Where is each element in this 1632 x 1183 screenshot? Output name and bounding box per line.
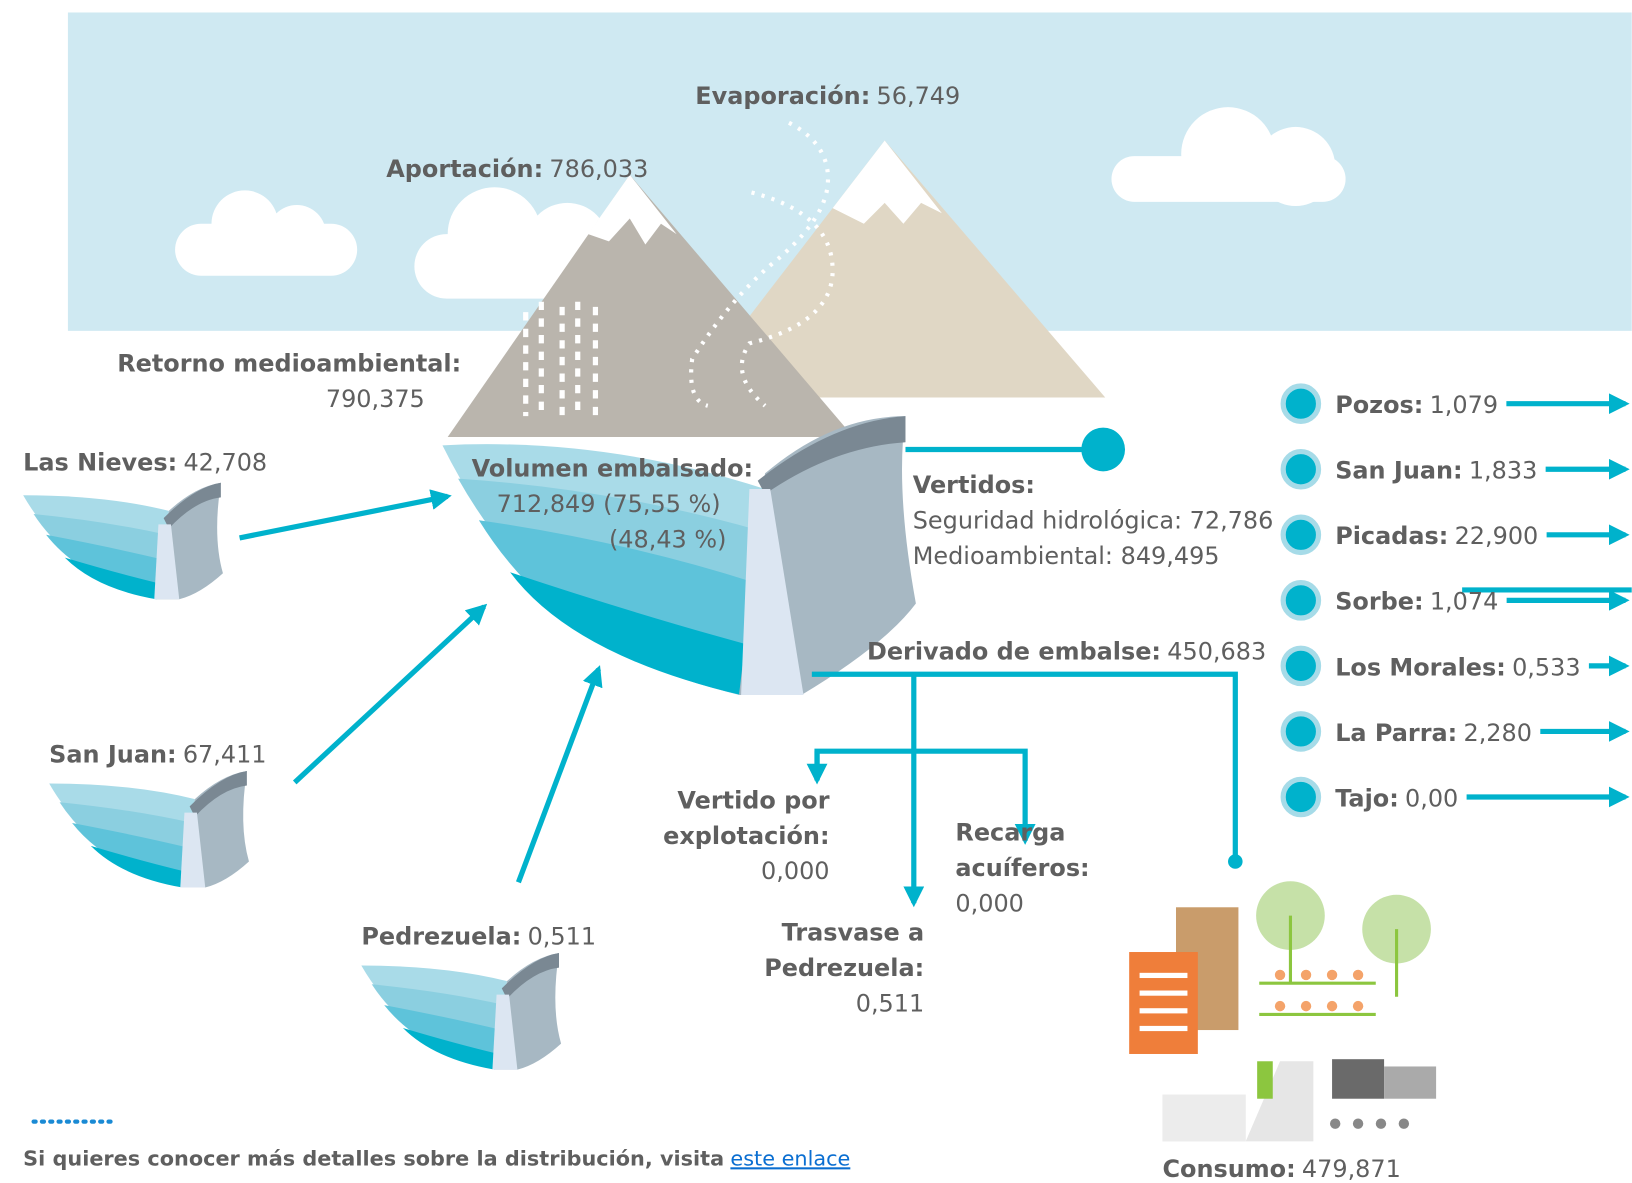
- label: Volumen embalsado:: [472, 455, 754, 483]
- label-name: Retorno medioambiental:: [117, 349, 461, 377]
- label: Pedrezuela:: [764, 954, 924, 982]
- label: Vertidos:: [913, 471, 1035, 499]
- outflow-dot: [1280, 776, 1322, 818]
- outflow-value: 1,079: [1430, 391, 1498, 419]
- label: Las Nieves: 42,708: [23, 448, 267, 476]
- label-value: Medioambiental: 849,495: [913, 542, 1220, 570]
- label-name: Volumen embalsado:: [472, 455, 754, 483]
- label-value: (48,43 %): [609, 525, 726, 553]
- outflow-label: San Juan: 1,833: [1335, 457, 1537, 485]
- label: acuíferos:: [955, 854, 1089, 882]
- outflow-value: 1,833: [1469, 457, 1537, 485]
- label: Recarga: [955, 819, 1065, 847]
- label-value: 56,749: [877, 82, 961, 110]
- label: Pedrezuela: 0,511: [361, 923, 596, 951]
- label: Derivado de embalse: 450,683: [867, 638, 1266, 666]
- label-name: Vertido por: [677, 786, 829, 814]
- label: Trasvase a: [782, 919, 925, 947]
- outflow-name: Pozos:: [1335, 391, 1423, 419]
- reservoir-part: [154, 524, 180, 600]
- footer: Si quieres conocer más detalles sobre la…: [23, 1146, 850, 1170]
- label-name: Evaporación:: [695, 82, 870, 110]
- label-value: 67,411: [183, 741, 267, 769]
- label-name: Derivado de embalse:: [867, 638, 1161, 666]
- label: Evaporación: 56,749: [695, 82, 960, 110]
- outflow-dot: [1280, 448, 1322, 490]
- outflow-name: Tajo:: [1335, 784, 1399, 812]
- label-value: 0,511: [856, 989, 924, 1017]
- reservoir-part: [64, 557, 161, 600]
- label-value: 0,000: [955, 889, 1023, 917]
- outflow-name: La Parra:: [1335, 719, 1457, 747]
- label: Vertido por: [677, 786, 829, 814]
- scenery: [31, 12, 1632, 1142]
- outflow-dot: [1280, 514, 1322, 556]
- reservoir-part: [180, 812, 206, 888]
- label-name: Trasvase a: [782, 919, 925, 947]
- label-value: 42,708: [183, 448, 267, 476]
- outflow-label: La Parra: 2,280: [1335, 719, 1532, 747]
- outflow-value: 0,533: [1512, 653, 1580, 681]
- label-value: 712,849 (75,55 %): [497, 490, 721, 518]
- outflow-label: Pozos: 1,079: [1335, 391, 1498, 419]
- label-value: Seguridad hidrológica: 72,786: [913, 507, 1274, 535]
- label-value: 0,000: [761, 857, 829, 885]
- label: explotación:: [663, 822, 829, 850]
- outflow-value: 2,280: [1463, 719, 1531, 747]
- outflow-name: Picadas:: [1335, 522, 1448, 550]
- reservoir-part: [189, 770, 247, 817]
- reservoir-part: [402, 1027, 499, 1070]
- footer-link[interactable]: este enlace: [730, 1146, 850, 1170]
- reservoir-part: [501, 953, 560, 999]
- outflow-label: Tajo: 0,00: [1335, 784, 1458, 812]
- label-name: Consumo:: [1162, 1155, 1295, 1183]
- outflow-name: San Juan:: [1335, 457, 1462, 485]
- outflow-label: Los Morales: 0,533: [1335, 653, 1580, 681]
- label: Aportación: 786,033: [386, 155, 648, 183]
- outflow-dot: [1280, 711, 1322, 752]
- reservoir-part: [163, 482, 221, 529]
- reservoir-part: [492, 994, 518, 1070]
- reservoir-part: [90, 845, 187, 888]
- label-value: 450,683: [1167, 638, 1266, 666]
- label-name: Las Nieves:: [23, 448, 177, 476]
- label: Consumo: 479,871: [1162, 1155, 1400, 1183]
- label-name: acuíferos:: [955, 854, 1089, 882]
- reservoir: [23, 482, 223, 600]
- label-name: explotación:: [663, 822, 829, 850]
- outflow-value: 0,00: [1405, 784, 1458, 812]
- city: [1129, 881, 1437, 1142]
- outflow-label: Sorbe: 1,074: [1335, 588, 1498, 616]
- label: Retorno medioambiental:: [117, 349, 461, 377]
- label-value: 0,511: [528, 923, 596, 951]
- outflow-label: Picadas: 22,900: [1335, 522, 1538, 550]
- outflow-name: Los Morales:: [1335, 653, 1506, 681]
- outflow-dot: [1280, 580, 1322, 621]
- label-name: Recarga: [955, 819, 1065, 847]
- label-value: 790,375: [326, 385, 425, 413]
- label-name: Vertidos:: [913, 471, 1035, 499]
- label-name: Pedrezuela:: [361, 923, 521, 951]
- label: San Juan: 67,411: [49, 741, 266, 769]
- reservoir: [49, 770, 249, 888]
- label-value: 786,033: [549, 155, 648, 183]
- label-value: 479,871: [1302, 1155, 1401, 1183]
- outflow-value: 1,074: [1430, 588, 1498, 616]
- outflow-value: 22,900: [1455, 522, 1539, 550]
- footer-text: Si quieres conocer más detalles sobre la…: [23, 1146, 724, 1170]
- label-name: Pedrezuela:: [764, 954, 924, 982]
- label-name: Aportación:: [386, 155, 543, 183]
- outflow-dot: [1280, 645, 1322, 687]
- reservoir: [361, 953, 562, 1070]
- outflow-dot: [1280, 383, 1322, 424]
- label-name: San Juan:: [49, 741, 176, 769]
- outflow-name: Sorbe:: [1335, 588, 1423, 616]
